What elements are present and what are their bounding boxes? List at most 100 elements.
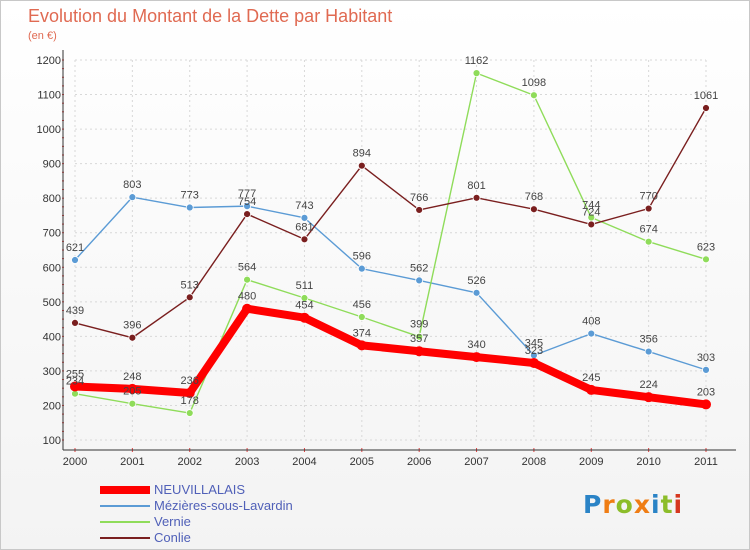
data-point xyxy=(587,220,596,229)
data-label: 724 xyxy=(582,206,600,218)
y-tick-label: 800 xyxy=(43,193,61,205)
legend-item-mezieres: Mézières-sous-Lavardin xyxy=(100,498,420,514)
series-line-0 xyxy=(71,304,710,409)
data-point xyxy=(644,237,653,246)
data-label: 439 xyxy=(66,305,84,317)
data-label: 777 xyxy=(238,188,256,200)
data-point xyxy=(357,161,366,170)
data-label: 203 xyxy=(697,386,715,398)
logo-letter: x xyxy=(633,490,651,519)
data-label: 621 xyxy=(66,242,84,254)
data-label: 323 xyxy=(525,345,543,357)
logo-letter: P xyxy=(583,490,603,519)
data-label: 345 xyxy=(525,337,543,349)
data-point xyxy=(299,312,310,323)
x-tick-label: 2004 xyxy=(292,456,316,468)
data-point xyxy=(586,384,597,395)
proxiti-logo: Proxiti xyxy=(583,490,683,519)
data-label: 744 xyxy=(582,200,600,212)
data-label: 399 xyxy=(410,319,428,331)
legend-item-conlie: Conlie xyxy=(100,530,420,546)
x-tick-label: 2008 xyxy=(522,456,546,468)
data-point xyxy=(71,256,79,264)
data-point xyxy=(587,329,596,338)
data-label: 562 xyxy=(410,262,428,274)
data-point xyxy=(128,399,137,408)
data-label: 340 xyxy=(467,339,485,351)
data-label: 234 xyxy=(66,376,84,388)
data-label: 564 xyxy=(238,262,256,274)
data-point xyxy=(356,340,367,351)
data-point xyxy=(243,210,251,218)
logo-letter: o xyxy=(615,490,634,519)
data-point xyxy=(415,276,424,285)
logo-letter: i xyxy=(673,490,684,519)
data-point xyxy=(185,203,194,212)
axes: 100 200 300 400 500 600 700 800 900 1000 1100 1200 2… xyxy=(37,50,736,468)
series-line-3 xyxy=(74,107,707,339)
data-label: 1061 xyxy=(694,90,718,102)
y-tick-label: 900 xyxy=(43,159,61,171)
series-line-1 xyxy=(74,196,707,371)
data-point xyxy=(300,294,309,302)
y-tick-label: 600 xyxy=(43,262,61,274)
data-point xyxy=(128,333,137,342)
data-label: 766 xyxy=(410,192,428,204)
x-tick-label: 2006 xyxy=(407,456,431,468)
x-tick-label: 2001 xyxy=(120,456,144,468)
y-tick-label: 500 xyxy=(43,297,61,309)
y-tick-label: 1100 xyxy=(37,90,61,102)
logo-letter: r xyxy=(602,490,616,519)
data-label: 248 xyxy=(123,371,141,383)
data-label: 1162 xyxy=(465,55,489,67)
series-line-2 xyxy=(74,72,707,414)
data-point xyxy=(185,293,194,302)
data-point xyxy=(242,303,253,314)
data-label: 894 xyxy=(353,148,371,160)
data-label: 374 xyxy=(353,327,371,339)
data-point xyxy=(530,91,538,100)
chart-title: Evolution du Montant de la Dette par Hab… xyxy=(28,6,393,26)
x-tick-label: 2005 xyxy=(350,456,374,468)
data-point xyxy=(128,193,137,202)
y-tick-label: 100 xyxy=(43,435,61,447)
legend-swatch-neuvillalais xyxy=(100,486,150,494)
data-label: 224 xyxy=(639,379,657,391)
data-label: 768 xyxy=(525,191,543,203)
data-point xyxy=(357,313,366,321)
data-point xyxy=(702,365,710,374)
data-point xyxy=(71,318,79,327)
legend-label-neuvillalais: NEUVILLALAIS xyxy=(154,482,246,497)
data-label: 801 xyxy=(467,180,485,192)
data-point xyxy=(415,332,424,341)
data-label: 681 xyxy=(295,221,313,233)
data-label: 408 xyxy=(582,316,600,328)
data-label: 596 xyxy=(353,251,371,263)
data-label: 511 xyxy=(296,280,314,292)
y-tick-label: 1000 xyxy=(37,124,61,136)
data-point xyxy=(184,388,195,399)
data-point xyxy=(243,275,251,284)
data-label: 456 xyxy=(353,299,371,311)
data-label: 396 xyxy=(123,320,141,332)
data-point xyxy=(472,288,481,297)
data-point xyxy=(472,69,481,78)
data-label: 773 xyxy=(181,190,199,202)
data-labels: 255 248 236 480 454 374 357 340 323 245 224 203 621 8… xyxy=(66,55,718,407)
logo-letter: t xyxy=(660,490,674,519)
data-label: 178 xyxy=(181,395,199,407)
legend-swatch-conlie xyxy=(100,537,150,539)
data-label: 303 xyxy=(697,352,715,364)
data-label: 255 xyxy=(66,368,84,380)
data-label: 770 xyxy=(639,191,657,203)
legend-swatch-vernie xyxy=(100,521,150,523)
x-tick-label: 2009 xyxy=(579,456,603,468)
x-tick-label: 2011 xyxy=(694,456,718,468)
series xyxy=(70,69,711,417)
x-tick-label: 2003 xyxy=(235,456,259,468)
y-tick-label: 1200 xyxy=(37,55,61,67)
data-point xyxy=(702,104,710,112)
data-label: 623 xyxy=(697,241,715,253)
data-label: 803 xyxy=(123,179,141,191)
